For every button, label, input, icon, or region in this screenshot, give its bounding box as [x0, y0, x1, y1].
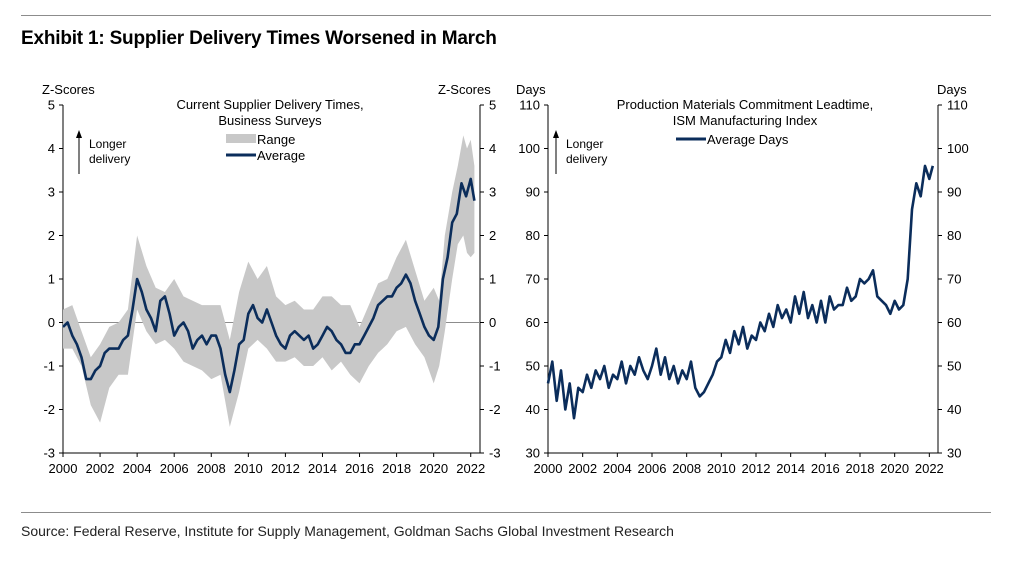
- y-tick-label-left: 2: [48, 228, 55, 243]
- y-tick-label-right: 80: [947, 228, 961, 243]
- y-tick-label-right: 70: [947, 272, 961, 287]
- y-axis-label-left: Z-Scores: [42, 82, 95, 97]
- x-tick-label: 2012: [742, 461, 771, 476]
- x-tick-label: 2014: [776, 461, 805, 476]
- right-chart: 30 30 40 40 50 50 60 60 70 70 80 80 90 90 100 100 110 110…: [516, 82, 969, 476]
- x-tick-label: 2020: [880, 461, 909, 476]
- y-tick-label-left: 5: [48, 98, 55, 113]
- left-chart: -3 -3 -2 -2 -1 -1 0 0 1 1 2 2 3 3 4 4 5 5 2000 2002 2004 2006…: [42, 82, 501, 476]
- y-tick-label-left: 40: [526, 402, 540, 417]
- y-tick-label-right: 100: [947, 141, 969, 156]
- series-line-0: [548, 166, 933, 418]
- x-tick-label: 2022: [456, 461, 485, 476]
- y-axis-label-right: Z-Scores: [438, 82, 491, 97]
- x-tick-label: 2008: [672, 461, 701, 476]
- x-tick-label: 2012: [271, 461, 300, 476]
- range-band: [63, 135, 474, 427]
- x-tick-label: 2000: [49, 461, 78, 476]
- y-tick-label-right: 3: [489, 185, 496, 200]
- y-tick-label-right: 50: [947, 359, 961, 374]
- y-tick-label-left: 110: [519, 98, 540, 113]
- y-tick-label-left: 80: [526, 228, 540, 243]
- annotation-line-2: delivery: [566, 152, 607, 166]
- legend-label: Range: [257, 132, 295, 147]
- x-tick-label: 2022: [915, 461, 944, 476]
- x-tick-label: 2002: [568, 461, 597, 476]
- x-tick-label: 2018: [382, 461, 411, 476]
- charts-canvas: -3 -3 -2 -2 -1 -1 0 0 1 1 2 2 3 3 4 4 5 5 2000 2002 2004 2006…: [0, 0, 1024, 562]
- x-tick-label: 2020: [419, 461, 448, 476]
- annotation-arrowhead: [553, 130, 559, 138]
- y-tick-label-left: 70: [526, 272, 540, 287]
- y-tick-label-left: 4: [48, 141, 55, 156]
- x-tick-label: 2006: [638, 461, 667, 476]
- chart-subtitle: Business Surveys: [218, 113, 322, 128]
- x-tick-label: 2016: [811, 461, 840, 476]
- y-tick-label-right: -1: [489, 359, 501, 374]
- y-tick-label-right: 60: [947, 315, 961, 330]
- y-axis-label-left: Days: [516, 82, 546, 97]
- y-tick-label-right: 30: [947, 446, 961, 461]
- y-tick-label-left: 60: [526, 315, 540, 330]
- y-tick-label-left: 3: [48, 185, 55, 200]
- legend-swatch-range: [226, 134, 256, 143]
- legend-label: Average: [257, 148, 305, 163]
- y-tick-label-left: 90: [526, 185, 540, 200]
- annotation-line-1: Longer: [89, 137, 126, 151]
- y-tick-label-right: -2: [489, 402, 501, 417]
- y-tick-label-right: -3: [489, 446, 501, 461]
- x-tick-label: 2004: [603, 461, 632, 476]
- y-tick-label-left: 0: [48, 315, 55, 330]
- y-tick-label-left: 1: [48, 272, 55, 287]
- y-tick-label-right: 0: [489, 315, 496, 330]
- x-tick-label: 2000: [534, 461, 563, 476]
- chart-title: Production Materials Commitment Leadtime…: [617, 97, 874, 112]
- x-tick-label: 2002: [86, 461, 115, 476]
- x-tick-label: 2006: [160, 461, 189, 476]
- y-tick-label-left: 100: [518, 141, 540, 156]
- y-tick-label-right: 90: [947, 185, 961, 200]
- chart-title: Current Supplier Delivery Times,: [176, 97, 363, 112]
- y-tick-label-right: 1: [489, 272, 496, 287]
- y-tick-label-right: 2: [489, 228, 496, 243]
- y-tick-label-left: -1: [43, 359, 55, 374]
- annotation-arrowhead: [76, 130, 82, 138]
- x-tick-label: 2010: [234, 461, 263, 476]
- y-tick-label-left: -2: [43, 402, 55, 417]
- legend-label: Average Days: [707, 132, 789, 147]
- y-tick-label-left: -3: [43, 446, 55, 461]
- x-tick-label: 2018: [846, 461, 875, 476]
- y-axis-label-right: Days: [937, 82, 967, 97]
- annotation-line-2: delivery: [89, 152, 130, 166]
- y-tick-label-right: 40: [947, 402, 961, 417]
- y-tick-label-right: 110: [947, 98, 968, 113]
- chart-subtitle: ISM Manufacturing Index: [673, 113, 818, 128]
- legend: Average Days: [676, 132, 789, 147]
- y-tick-label-left: 50: [526, 359, 540, 374]
- x-tick-label: 2014: [308, 461, 337, 476]
- x-tick-label: 2008: [197, 461, 226, 476]
- y-tick-label-right: 5: [489, 98, 496, 113]
- x-tick-label: 2004: [123, 461, 152, 476]
- annotation-line-1: Longer: [566, 137, 603, 151]
- x-tick-label: 2016: [345, 461, 374, 476]
- x-tick-label: 2010: [707, 461, 736, 476]
- y-tick-label-right: 4: [489, 141, 496, 156]
- y-tick-label-left: 30: [526, 446, 540, 461]
